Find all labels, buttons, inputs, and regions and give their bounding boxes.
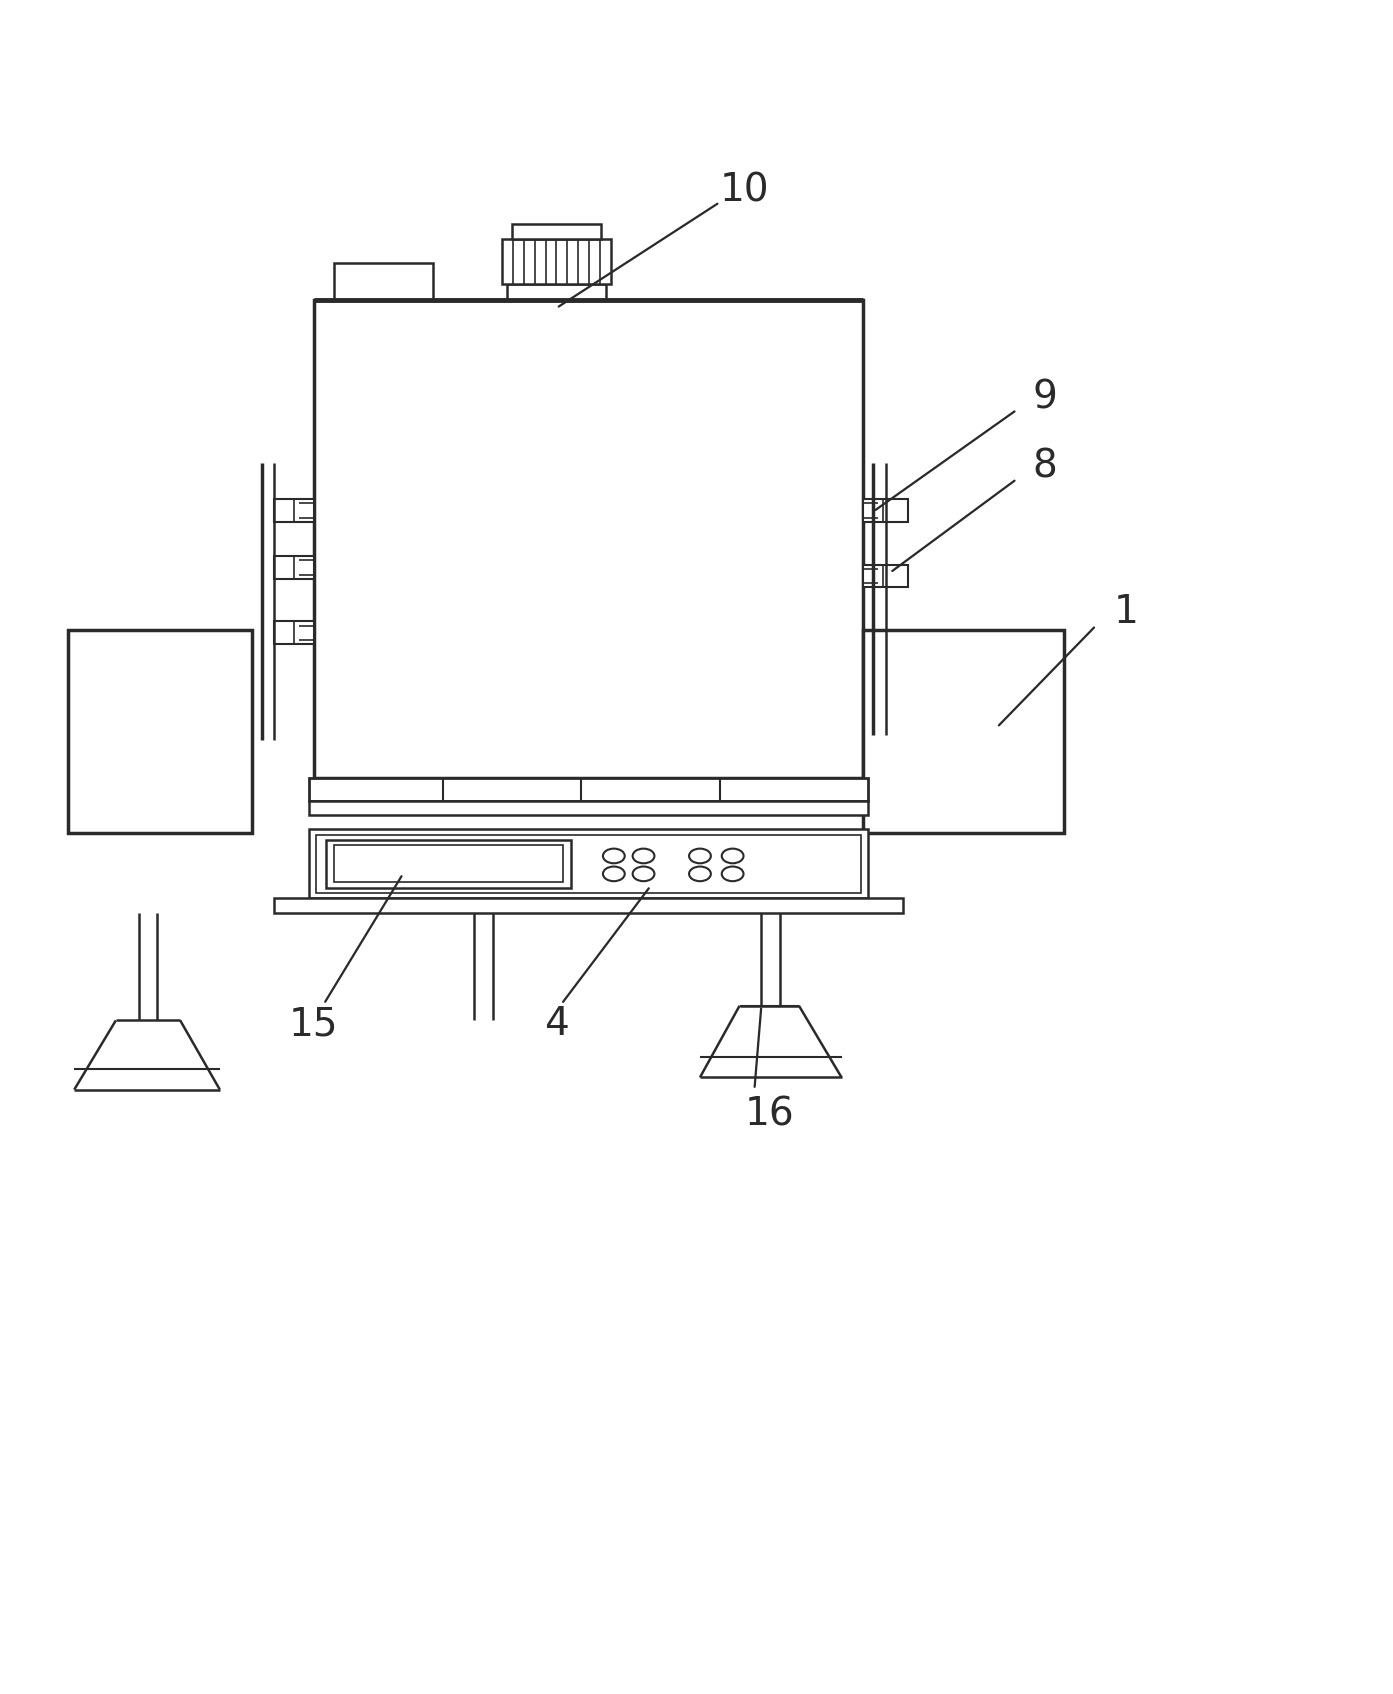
Ellipse shape [722, 867, 744, 881]
Ellipse shape [603, 867, 624, 881]
Bar [274, 622, 313, 644]
Text: 8: 8 [1032, 447, 1057, 486]
Ellipse shape [690, 849, 710, 864]
Bar [511, 224, 600, 239]
Bar [313, 300, 864, 778]
Ellipse shape [632, 849, 655, 864]
Bar [68, 630, 252, 833]
Text: 10: 10 [720, 171, 769, 208]
Bar [309, 778, 868, 801]
Bar [864, 500, 908, 522]
Ellipse shape [722, 849, 744, 864]
Bar [309, 801, 868, 815]
Bar [326, 840, 571, 888]
Bar [501, 239, 612, 283]
Bar [507, 283, 606, 300]
Text: 9: 9 [1032, 378, 1057, 417]
Bar [864, 564, 908, 588]
Text: 16: 16 [744, 1094, 794, 1133]
Ellipse shape [632, 867, 655, 881]
Bar [274, 898, 903, 913]
Bar [316, 835, 861, 893]
Bar [334, 845, 563, 883]
Text: 15: 15 [290, 1006, 338, 1044]
Bar [274, 500, 313, 522]
Text: 4: 4 [545, 1006, 568, 1044]
Ellipse shape [603, 849, 624, 864]
Bar [864, 630, 1064, 833]
Bar [334, 263, 433, 300]
Bar [309, 828, 868, 898]
Ellipse shape [690, 867, 710, 881]
Bar [274, 556, 313, 579]
Text: 1: 1 [1113, 593, 1138, 630]
